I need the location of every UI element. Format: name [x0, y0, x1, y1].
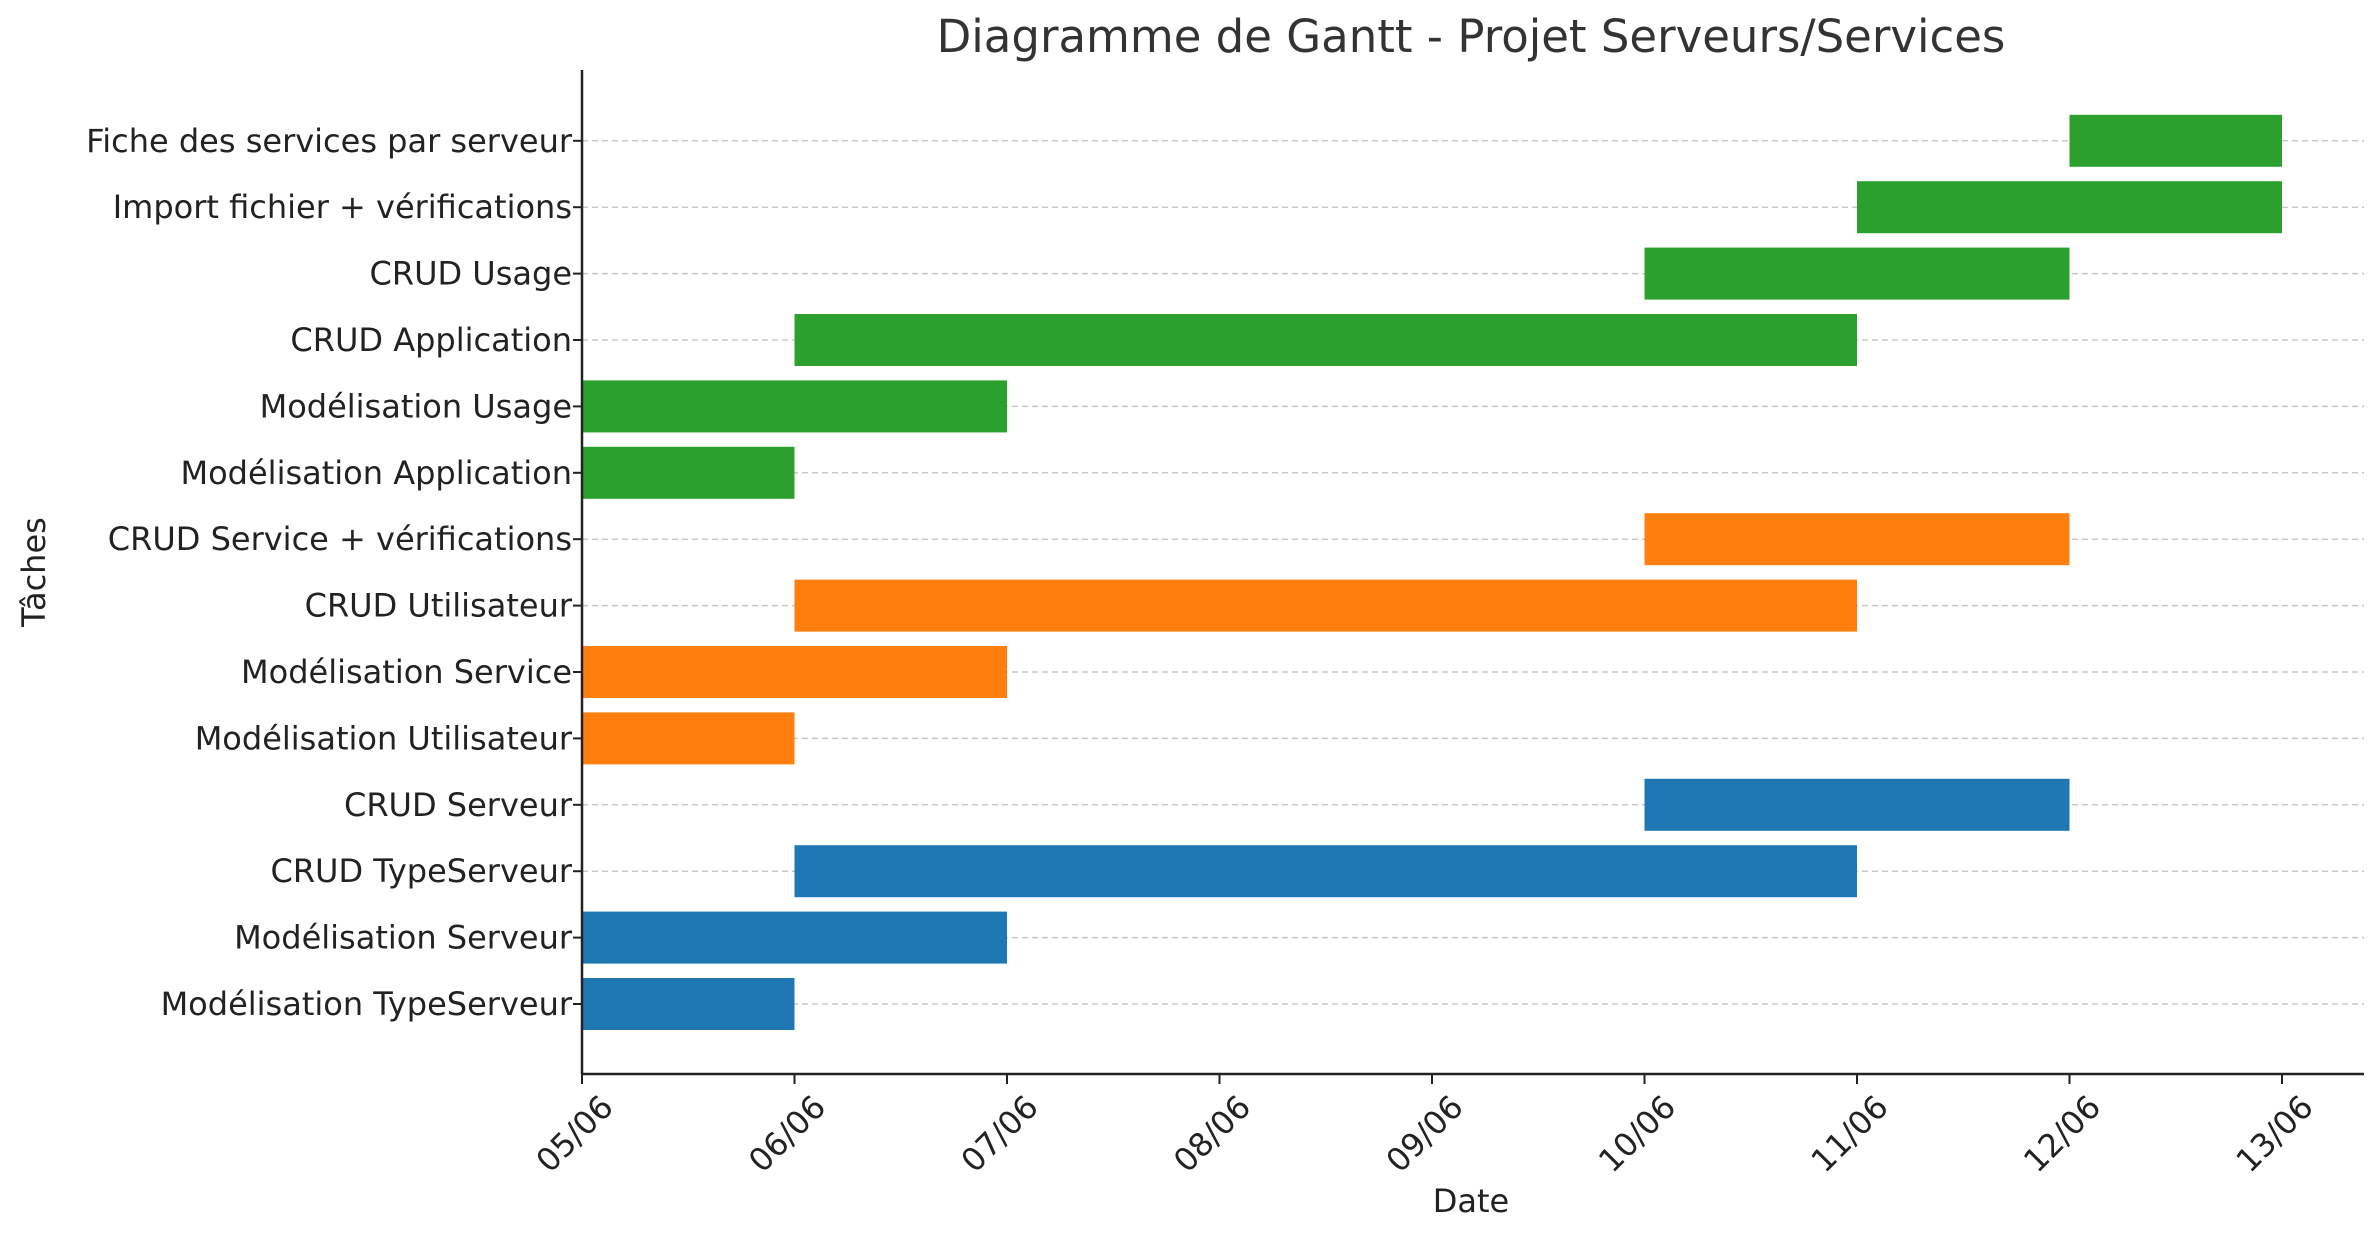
- y-tick-label: CRUD TypeServeur: [270, 852, 572, 890]
- task-bar: [1857, 181, 2282, 234]
- y-tick-label: CRUD Application: [290, 321, 572, 359]
- x-tick-label: 07/06: [954, 1088, 1046, 1180]
- task-bar: [582, 646, 1007, 698]
- y-tick-label: Modélisation Usage: [260, 387, 572, 425]
- y-tick-label: Import fichier + vérifications: [113, 188, 572, 226]
- y-tick-label: CRUD Utilisateur: [305, 587, 573, 625]
- x-tick-label: 08/06: [1166, 1088, 1258, 1180]
- y-tick-label: Modélisation Service: [241, 653, 572, 691]
- task-bar: [1644, 247, 2070, 300]
- x-tick-label: 12/06: [2016, 1088, 2108, 1180]
- task-bar: [582, 380, 1007, 433]
- x-tick-label: 10/06: [1591, 1088, 1683, 1180]
- x-tick-labels: 05/06 06/06 07/06 08/06 09/06 10/06 11/06 12/06…: [529, 1088, 2321, 1180]
- y-tick-label: CRUD Usage: [369, 255, 572, 293]
- task-bar: [582, 911, 1007, 964]
- y-tick-label: Modélisation Serveur: [234, 919, 573, 957]
- y-tick-label: CRUD Serveur: [344, 786, 573, 824]
- y-tick-labels: Modélisation TypeServeur Modélisation Ser…: [86, 122, 573, 1023]
- y-axis-label: Tâches: [15, 517, 53, 628]
- task-bar: [1644, 513, 2070, 566]
- x-axis-label: Date: [1433, 1182, 1509, 1220]
- task-bar: [582, 712, 795, 765]
- task-bar: [582, 446, 795, 499]
- y-tick-label: Modélisation Application: [180, 454, 572, 492]
- task-bars: [582, 114, 2282, 1030]
- task-bar: [2069, 114, 2282, 167]
- task-bar: [794, 314, 1857, 366]
- task-bar: [582, 978, 795, 1030]
- task-bar: [1644, 778, 2070, 831]
- task-bar: [794, 579, 1857, 632]
- chart-title: Diagramme de Gantt - Projet Serveurs/Ser…: [937, 10, 2006, 63]
- y-tick-label: Modélisation TypeServeur: [161, 985, 573, 1023]
- y-tick-label: CRUD Service + vérifications: [108, 520, 572, 558]
- y-tick-label: Fiche des services par serveur: [86, 122, 573, 160]
- x-tick-label: 06/06: [741, 1088, 833, 1180]
- axes: [573, 70, 2364, 1084]
- x-tick-label: 11/06: [1804, 1088, 1896, 1180]
- x-tick-label: 09/06: [1379, 1088, 1471, 1180]
- x-tick-label: 05/06: [529, 1088, 621, 1180]
- y-tick-label: Modélisation Utilisateur: [195, 719, 573, 757]
- x-tick-label: 13/06: [2229, 1088, 2321, 1180]
- task-bar: [794, 845, 1857, 898]
